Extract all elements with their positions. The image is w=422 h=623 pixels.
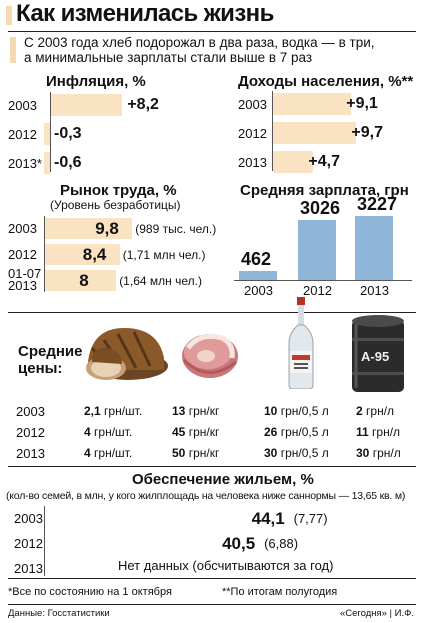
price-value: 13	[172, 404, 186, 418]
price-unit: грн/л	[366, 404, 395, 418]
housing-rule	[8, 466, 416, 467]
bread-icon	[86, 328, 168, 380]
footnote-left: *Все по состоянию на 1 октября	[8, 586, 172, 598]
price-cell-fuel: 2 грн/л	[356, 404, 394, 418]
subtitle-line-2: а минимальные зарплаты стали выше в 7 ра…	[24, 50, 313, 65]
price-value: 30	[356, 446, 370, 460]
source: Данные: Госстатистики	[8, 608, 110, 619]
salary-title: Средняя зарплата, грн	[240, 182, 409, 199]
subtitle-line-1: С 2003 года хлеб подорожал в два раза, в…	[24, 35, 375, 50]
price-year-label: 2003	[16, 404, 45, 419]
vodka-bottle-icon	[288, 297, 314, 389]
subtitle-marker	[10, 37, 16, 63]
price-cell-meat: 50 грн/кг	[172, 446, 219, 460]
price-value: 2,1	[84, 404, 101, 418]
price-cell-fuel: 11 грн/л	[356, 425, 400, 439]
housing-title: Обеспечение жильем, %	[132, 471, 314, 488]
source-rule	[8, 604, 416, 605]
subtitle: С 2003 года хлеб подорожал в два раза, в…	[24, 35, 375, 65]
housing-no-data: Нет данных (обсчитываются за год)	[118, 558, 334, 573]
price-unit: грн/0,5 л	[280, 446, 329, 460]
price-cell-meat: 13 грн/кг	[172, 404, 219, 418]
footnote-rule	[8, 578, 416, 579]
income-title: Доходы населения, %**	[238, 73, 414, 90]
price-value: 10	[264, 404, 278, 418]
price-unit: грн/л	[372, 425, 401, 439]
price-unit: грн/0,5 л	[280, 404, 329, 418]
price-unit: грн/кг	[188, 404, 220, 418]
price-value: 11	[356, 425, 369, 439]
price-unit: грн/кг	[188, 425, 220, 439]
price-value: 45	[172, 425, 186, 439]
price-cell-fuel: 30 грн/л	[356, 446, 401, 460]
price-year-label: 2013	[16, 446, 45, 461]
inflation-title: Инфляция, %	[46, 73, 146, 90]
title-rule	[8, 31, 416, 32]
price-value: 30	[264, 446, 278, 460]
barrel-label: A-95	[361, 349, 390, 364]
price-year-label: 2012	[16, 425, 45, 440]
price-unit: грн/шт.	[104, 404, 143, 418]
price-cell-bread: 4 грн/шт.	[84, 446, 132, 460]
fuel-barrel-icon	[352, 315, 404, 392]
price-value: 4	[84, 446, 91, 460]
meat-icon	[182, 333, 238, 378]
labor-title: Рынок труда, %	[60, 182, 177, 199]
price-cell-vodka: 30 грн/0,5 л	[264, 446, 329, 460]
page-title: Как изменилась жизнь	[16, 0, 274, 27]
price-unit: грн/шт.	[94, 425, 133, 439]
price-value: 2	[356, 404, 363, 418]
price-unit: грн/кг	[188, 446, 220, 460]
prices-title: Средние цены:	[18, 343, 83, 377]
price-value: 4	[84, 425, 91, 439]
price-cell-vodka: 26 грн/0,5 л	[264, 425, 329, 439]
price-unit: грн/0,5 л	[280, 425, 329, 439]
price-value: 26	[264, 425, 278, 439]
title-marker	[6, 6, 12, 25]
housing-subtitle: (кол-во семей, в млн, у кого жилплощадь …	[6, 490, 406, 502]
credit: «Сегодня» | И.Ф.	[339, 608, 414, 619]
price-unit: грн/л	[372, 446, 401, 460]
labor-subtitle: (Уровень безработицы)	[50, 198, 181, 212]
prices-rule	[8, 312, 416, 313]
price-cell-vodka: 10 грн/0,5 л	[264, 404, 329, 418]
price-cell-bread: 4 грн/шт.	[84, 425, 132, 439]
price-value: 50	[172, 446, 186, 460]
price-unit: грн/шт.	[94, 446, 133, 460]
price-cell-bread: 2,1 грн/шт.	[84, 404, 142, 418]
price-cell-meat: 45 грн/кг	[172, 425, 219, 439]
footnote-right: **По итогам полугодия	[222, 586, 338, 598]
